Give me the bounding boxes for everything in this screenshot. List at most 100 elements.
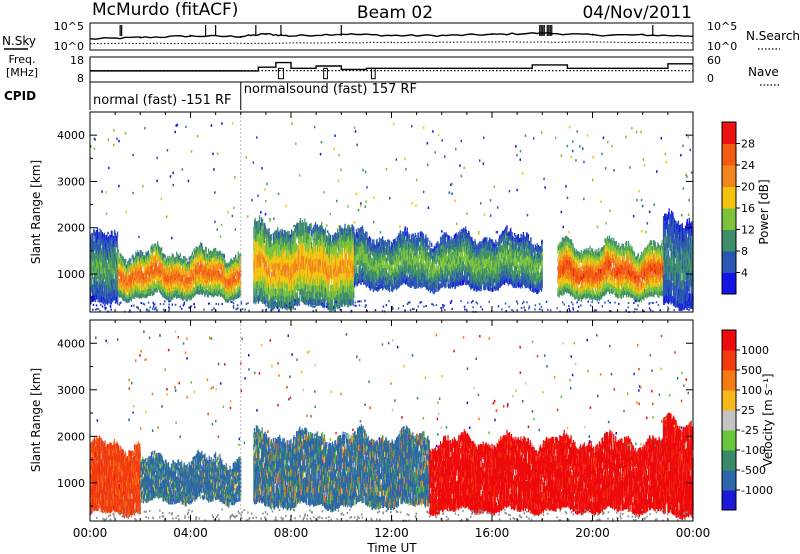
echo-cell xyxy=(155,262,157,267)
echo-cell xyxy=(294,285,297,293)
echo-cell xyxy=(184,292,187,296)
echo-cell xyxy=(95,261,97,268)
echo-cell xyxy=(198,265,200,270)
echo-cell xyxy=(119,290,121,294)
echo-cell xyxy=(387,260,389,265)
echo-cell xyxy=(100,261,102,268)
echo-cell xyxy=(209,265,211,269)
echo-cell xyxy=(146,256,148,261)
echo-cell xyxy=(95,237,97,244)
echo-cell xyxy=(173,262,175,267)
echo-cell xyxy=(155,288,157,293)
echo-cell xyxy=(133,275,135,279)
echo-cell xyxy=(157,257,160,262)
echo-cell xyxy=(97,249,99,256)
echo-cell xyxy=(115,238,117,245)
echo-cell xyxy=(382,264,384,269)
echo-cell xyxy=(166,272,168,276)
echo-cell xyxy=(159,248,161,252)
echo-cell xyxy=(185,266,187,270)
echo-cell xyxy=(93,253,96,260)
echo-cell xyxy=(171,264,173,268)
echo-cell xyxy=(208,248,210,253)
echo-cell xyxy=(183,270,185,274)
echo-cell xyxy=(123,298,126,302)
echo-cell xyxy=(108,258,110,264)
echo-cell xyxy=(139,293,141,297)
echo-cell xyxy=(117,265,119,270)
echo-cell xyxy=(142,289,144,294)
echo-cell xyxy=(165,290,167,295)
echo-cell xyxy=(292,283,294,291)
echo-cell xyxy=(117,261,119,266)
echo-cell xyxy=(124,265,126,270)
echo-cell xyxy=(211,254,213,259)
echo-cell xyxy=(90,260,92,266)
freq-label-line2: [MHz] xyxy=(6,66,38,79)
echo-cell xyxy=(359,256,361,261)
echo-cell xyxy=(208,283,210,288)
echo-cell xyxy=(206,289,209,294)
echo-cell xyxy=(204,267,207,271)
echo-cell xyxy=(177,287,180,291)
echo-cell xyxy=(115,296,118,303)
echo-cell xyxy=(360,265,362,271)
echo-cell xyxy=(198,282,200,287)
echo-cell xyxy=(151,274,153,279)
echo-cell xyxy=(336,276,338,283)
echo-cell xyxy=(216,255,219,259)
echo-cell xyxy=(191,262,193,266)
echo-cell xyxy=(202,275,204,279)
echo-cell xyxy=(201,246,204,251)
echo-cell xyxy=(150,265,153,270)
echo-cell xyxy=(149,292,151,297)
echo-cell xyxy=(144,269,146,274)
echo-cell xyxy=(177,276,180,280)
echo-cell xyxy=(91,273,94,279)
echo-cell xyxy=(204,281,206,286)
echo-cell xyxy=(96,265,98,271)
echo-cell xyxy=(135,270,137,275)
echo-cell xyxy=(279,276,281,283)
echo-cell xyxy=(351,257,353,265)
echo-cell xyxy=(136,252,138,257)
echo-cell xyxy=(219,271,221,275)
echo-cell xyxy=(168,272,170,276)
echo-cell xyxy=(113,241,115,247)
echo-cell xyxy=(206,282,209,287)
echo-cell xyxy=(208,280,210,285)
echo-cell xyxy=(302,242,305,250)
echo-cell xyxy=(105,258,107,264)
echo-cell xyxy=(172,295,174,300)
echo-cell xyxy=(206,293,209,297)
echo-cell xyxy=(93,228,95,235)
echo-cell xyxy=(113,252,115,258)
echo-cell xyxy=(130,262,132,266)
echo-cell xyxy=(122,289,124,293)
echo-cell xyxy=(171,282,173,286)
echo-cell xyxy=(204,263,207,267)
echo-cell xyxy=(206,265,209,269)
echo-cell xyxy=(117,277,119,282)
echo-cell xyxy=(128,278,131,283)
echo-cell xyxy=(373,239,375,244)
echo-cell xyxy=(356,268,358,274)
echo-cell xyxy=(92,234,94,240)
echo-cell xyxy=(101,261,104,268)
echo-cell xyxy=(268,228,270,235)
echo-cell xyxy=(100,256,102,262)
echo-cell xyxy=(191,284,193,288)
echo-cell xyxy=(150,285,153,290)
echo-cell xyxy=(175,269,177,274)
echo-cell xyxy=(341,234,343,241)
echo-cell xyxy=(299,295,301,303)
echo-cell xyxy=(119,286,121,290)
echo-cell xyxy=(159,263,161,267)
echo-cell xyxy=(125,292,128,296)
echo-cell xyxy=(209,262,211,266)
echo-cell xyxy=(127,261,129,265)
echo-cell xyxy=(345,253,347,261)
echo-cell xyxy=(108,263,111,269)
echo-cell xyxy=(213,260,215,265)
